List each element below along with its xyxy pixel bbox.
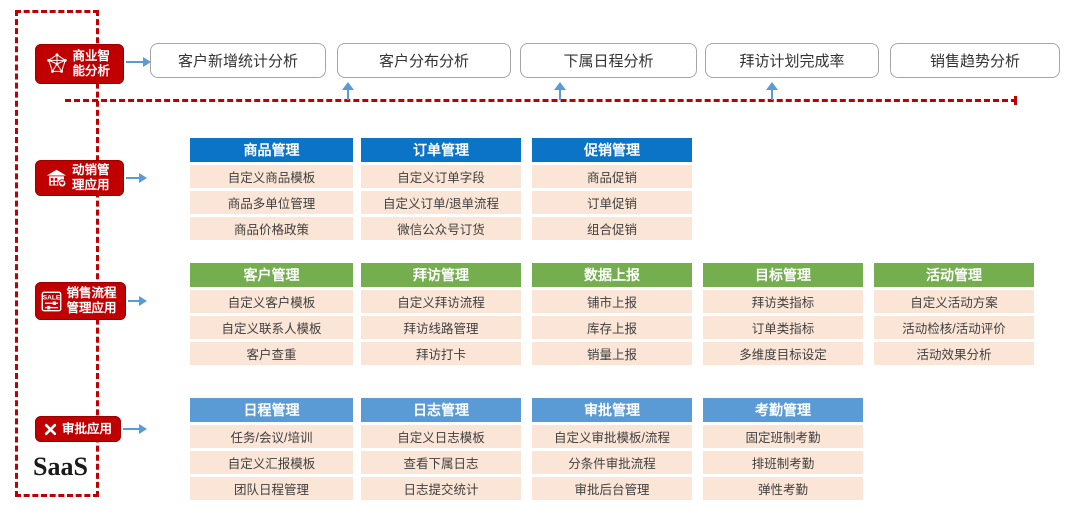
- feature-table-cell: 分条件审批流程: [532, 451, 692, 474]
- feature-table-cell: 自定义拜访流程: [361, 290, 521, 313]
- connector-arrow: [126, 173, 147, 183]
- feature-table-cell: 自定义订单/退单流程: [361, 191, 521, 214]
- feature-table: 目标管理拜访类指标订单类指标多维度目标设定: [703, 263, 863, 365]
- feature-table-cell: 自定义订单字段: [361, 165, 521, 188]
- bi-separator-end-tick: [1014, 96, 1017, 105]
- feature-table-header: 考勤管理: [703, 398, 863, 422]
- feature-table-header: 数据上报: [532, 263, 692, 287]
- feature-table-cell: 自定义商品模板: [190, 165, 353, 188]
- feature-table-cell: 团队日程管理: [190, 477, 353, 500]
- feature-table-cell: 拜访类指标: [703, 290, 863, 313]
- feature-table-header: 审批管理: [532, 398, 692, 422]
- feature-table-cell: 自定义汇报模板: [190, 451, 353, 474]
- feature-table-cell: 订单促销: [532, 191, 692, 214]
- badge-business-intelligence: 商业智能分析: [35, 44, 124, 84]
- feature-table-cell: 订单类指标: [703, 316, 863, 339]
- feature-table-header: 商品管理: [190, 138, 353, 162]
- feature-table-cell: 查看下属日志: [361, 451, 521, 474]
- feature-table-cell: 活动检核/活动评价: [874, 316, 1034, 339]
- feature-table-cell: 日志提交统计: [361, 477, 521, 500]
- feature-table: 审批管理自定义审批模板/流程 分条件审批流程 审批后台管理: [532, 398, 692, 500]
- feature-table-cell: 任务/会议/培训: [190, 425, 353, 448]
- saas-boundary-rect: [15, 10, 99, 497]
- feature-table: 日程管理任务/会议/培训 自定义汇报模板 团队日程管理: [190, 398, 353, 500]
- feature-table-cell: 自定义联系人模板: [190, 316, 353, 339]
- feature-table-cell: 自定义审批模板/流程: [532, 425, 692, 448]
- badge-label: 销售流程管理应用: [66, 286, 117, 315]
- up-arrow: [342, 82, 354, 100]
- badge-label: 商业智能分析: [72, 49, 111, 78]
- badge-sales-process-app: SALE 销售流程管理应用: [35, 282, 126, 320]
- feature-table-cell: 审批后台管理: [532, 477, 692, 500]
- feature-table: 考勤管理固定班制考勤 排班制考勤弹性考勤: [703, 398, 863, 500]
- feature-table-cell: 多维度目标设定: [703, 342, 863, 365]
- bi-box-subordinate-schedule: 下属日程分析: [520, 43, 697, 78]
- connector-arrow: [126, 57, 151, 67]
- bi-separator-dashed-line: [65, 99, 1017, 102]
- up-arrow: [554, 82, 566, 100]
- feature-table-cell: 弹性考勤: [703, 477, 863, 500]
- feature-table: 日志管理自定义日志模板 查看下属日志 日志提交统计: [361, 398, 521, 500]
- x-mark-icon: [44, 423, 57, 436]
- feature-table-cell: 库存上报: [532, 316, 692, 339]
- feature-table-cell: 销量上报: [532, 342, 692, 365]
- connector-arrow: [123, 424, 147, 434]
- storefront-icon: [46, 168, 67, 189]
- feature-table-header: 活动管理: [874, 263, 1034, 287]
- feature-table-cell: 商品促销: [532, 165, 692, 188]
- feature-table-cell: 商品多单位管理: [190, 191, 353, 214]
- feature-table-header: 客户管理: [190, 263, 353, 287]
- feature-table: 商品管理自定义商品模板 商品多单位管理 商品价格政策: [190, 138, 353, 240]
- feature-table: 数据上报铺市上报库存上报销量上报: [532, 263, 692, 365]
- feature-table: 拜访管理自定义拜访流程 拜访线路管理 拜访打卡: [361, 263, 521, 365]
- bi-box-customer-new-stats: 客户新增统计分析: [150, 43, 326, 78]
- feature-table: 促销管理商品促销订单促销组合促销: [532, 138, 692, 240]
- svg-text:SALE: SALE: [42, 294, 60, 301]
- feature-table-cell: 商品价格政策: [190, 217, 353, 240]
- feature-table-cell: 拜访打卡: [361, 342, 521, 365]
- badge-label: 动销管理应用: [72, 163, 110, 192]
- badge-label: 审批应用: [61, 421, 112, 436]
- feature-table-cell: 固定班制考勤: [703, 425, 863, 448]
- feature-table-cell: 拜访线路管理: [361, 316, 521, 339]
- feature-table-cell: 自定义客户模板: [190, 290, 353, 313]
- feature-table-cell: 自定义日志模板: [361, 425, 521, 448]
- feature-table-cell: 排班制考勤: [703, 451, 863, 474]
- feature-table-header: 订单管理: [361, 138, 521, 162]
- feature-table: 活动管理自定义活动方案 活动检核/活动评价 活动效果分析: [874, 263, 1034, 365]
- network-polyhedron-icon: [46, 53, 68, 75]
- bi-box-customer-distribution: 客户分布分析: [337, 43, 511, 78]
- badge-approval-app: 审批应用: [35, 416, 121, 442]
- connector-arrow: [128, 296, 147, 306]
- badge-sales-management-app: 动销管理应用: [35, 160, 124, 196]
- feature-table-cell: 活动效果分析: [874, 342, 1034, 365]
- up-arrow: [766, 82, 778, 100]
- feature-table: 订单管理自定义订单字段 自定义订单/退单流程 微信公众号订货: [361, 138, 521, 240]
- sale-sliders-icon: SALE: [41, 291, 62, 312]
- feature-table-cell: 客户查重: [190, 342, 353, 365]
- feature-table-header: 促销管理: [532, 138, 692, 162]
- feature-table: 客户管理自定义客户模板 自定义联系人模板 客户查重: [190, 263, 353, 365]
- feature-table-header: 日志管理: [361, 398, 521, 422]
- feature-table-cell: 铺市上报: [532, 290, 692, 313]
- feature-table-header: 目标管理: [703, 263, 863, 287]
- saas-label: SaaS: [33, 452, 88, 481]
- feature-table-header: 日程管理: [190, 398, 353, 422]
- feature-table-cell: 组合促销: [532, 217, 692, 240]
- bi-box-visit-plan-completion: 拜访计划完成率: [705, 43, 879, 78]
- feature-table-cell: 微信公众号订货: [361, 217, 521, 240]
- feature-table-header: 拜访管理: [361, 263, 521, 287]
- feature-table-cell: 自定义活动方案: [874, 290, 1034, 313]
- bi-box-sales-trend: 销售趋势分析: [890, 43, 1060, 78]
